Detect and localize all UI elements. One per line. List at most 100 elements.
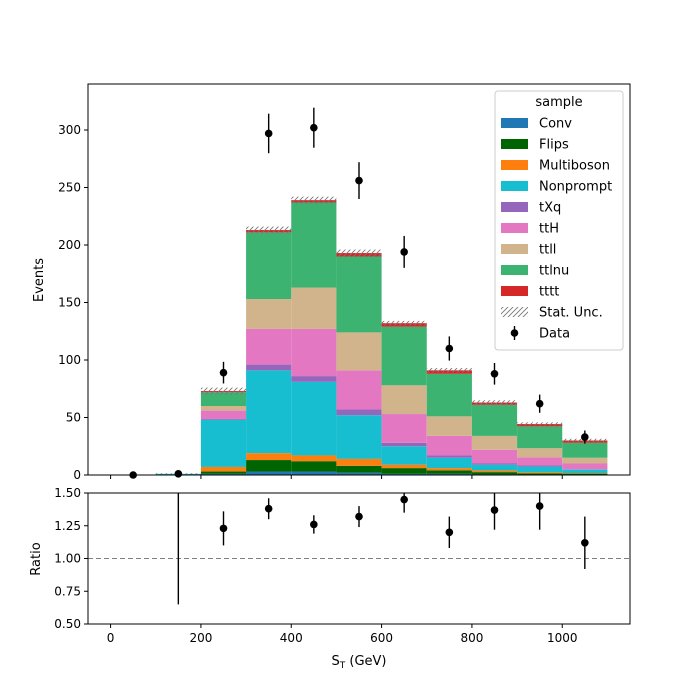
bar-ttll-bin-3 bbox=[246, 299, 292, 329]
main-ytick-label-250: 250 bbox=[58, 181, 81, 195]
bar-txq-bin-2 bbox=[200, 418, 247, 420]
bar-ttlnu-bin-3 bbox=[246, 232, 292, 300]
bar-tth-bin-8 bbox=[471, 449, 518, 464]
ratio-xtick-label-0: 0 bbox=[107, 631, 115, 645]
ratio-ytick-label-0: 0.50 bbox=[54, 617, 81, 631]
ratio-xtick-label-600: 600 bbox=[370, 631, 393, 645]
x-axis-label-main: S bbox=[331, 654, 339, 669]
bar-conv-bin-7 bbox=[426, 473, 472, 475]
ratio-point-3 bbox=[310, 520, 318, 529]
data-point-2 bbox=[219, 368, 228, 377]
legend-label-flips: Flips bbox=[539, 138, 569, 153]
bar-ttll-bin-7 bbox=[426, 416, 472, 436]
legend: sample Conv Flips Multiboson Nonprompt tXq ttH… bbox=[494, 90, 624, 351]
bar-ttlnu-bin-8 bbox=[471, 404, 518, 436]
ratio-point-5 bbox=[400, 495, 408, 504]
bar-ttlnu-bin-5 bbox=[336, 256, 382, 333]
legend-swatch-tth bbox=[501, 223, 528, 233]
ratio-xtick-label-400: 400 bbox=[280, 631, 303, 645]
main-ytick-label-300: 300 bbox=[58, 123, 81, 137]
bar-nonprompt-bin-4 bbox=[291, 381, 337, 456]
main-y-axis-label: Events bbox=[32, 258, 47, 302]
legend-swatch-txq bbox=[501, 202, 528, 212]
bar-nonprompt-bin-6 bbox=[381, 446, 427, 465]
bar-multiboson-bin-7 bbox=[426, 468, 472, 471]
bar-ttlnu-bin-2 bbox=[200, 392, 247, 406]
bar-ttlnu-bin-10 bbox=[562, 442, 608, 458]
ratio-point-2 bbox=[264, 504, 273, 513]
data-point-5 bbox=[355, 176, 363, 185]
bar-tth-bin-5 bbox=[336, 370, 382, 410]
main-ytick-label-0: 0 bbox=[73, 468, 81, 482]
main-ytick-label-200: 200 bbox=[58, 238, 81, 252]
bar-ttll-bin-5 bbox=[336, 332, 382, 371]
legend-label-stat-unc: Stat. Unc. bbox=[539, 306, 603, 321]
bar-flips-bin-2 bbox=[200, 471, 247, 474]
main-ytick-label-150: 150 bbox=[58, 296, 81, 310]
ratio-point-6 bbox=[445, 528, 454, 537]
bar-multiboson-bin-2 bbox=[200, 466, 247, 472]
bar-nonprompt-bin-5 bbox=[336, 415, 382, 459]
legend-label-conv: Conv bbox=[539, 117, 572, 132]
x-axis-label: ST (GeV) bbox=[331, 654, 386, 671]
data-point-7 bbox=[445, 344, 454, 353]
bar-nonprompt-bin-9 bbox=[517, 466, 563, 473]
legend-swatch-multiboson bbox=[501, 160, 528, 170]
bar-ttll-bin-6 bbox=[381, 385, 427, 415]
legend-label-txq: tXq bbox=[539, 201, 561, 216]
bar-tth-bin-9 bbox=[517, 457, 563, 466]
stat-unc-bin-6 bbox=[381, 320, 427, 326]
data-points bbox=[129, 107, 589, 479]
bar-multiboson-bin-3 bbox=[246, 453, 292, 461]
bar-tth-bin-7 bbox=[426, 435, 472, 456]
legend-label-data: Data bbox=[539, 327, 570, 342]
main-x-ticks bbox=[110, 475, 563, 479]
stat-unc-bin-3 bbox=[246, 226, 292, 234]
bar-nonprompt-bin-8 bbox=[471, 464, 518, 471]
data-point-8 bbox=[490, 370, 499, 378]
ratio-y-ticks: 0.50 0.75 1.00 1.25 1.50 bbox=[54, 486, 88, 631]
bar-nonprompt-bin-3 bbox=[246, 370, 292, 454]
bar-flips-bin-5 bbox=[336, 465, 382, 473]
bar-nonprompt-bin-2 bbox=[200, 419, 247, 467]
bar-flips-bin-9 bbox=[517, 473, 563, 475]
bar-txq-bin-6 bbox=[381, 442, 427, 447]
bar-flips-bin-6 bbox=[381, 468, 427, 474]
ratio-y-axis-label: Ratio bbox=[29, 542, 44, 575]
bar-tth-bin-4 bbox=[291, 328, 337, 377]
data-point-4 bbox=[310, 123, 318, 132]
legend-swatch-ttlnu bbox=[501, 265, 528, 275]
bar-multiboson-bin-4 bbox=[291, 455, 337, 462]
bar-txq-bin-5 bbox=[336, 409, 382, 416]
bar-conv-bin-5 bbox=[336, 472, 382, 475]
data-point-1 bbox=[174, 470, 183, 478]
legend-swatch-ttll bbox=[501, 244, 528, 254]
data-point-10 bbox=[581, 433, 589, 441]
bar-multiboson-bin-10 bbox=[562, 473, 608, 474]
bar-ttll-bin-10 bbox=[562, 457, 608, 464]
bar-txq-bin-8 bbox=[471, 463, 518, 465]
bar-tth-bin-3 bbox=[246, 328, 292, 365]
bar-flips-bin-3 bbox=[246, 460, 292, 472]
legend-title: sample bbox=[535, 95, 582, 110]
ratio-x-ticks: 0 200 400 600 800 1000 bbox=[107, 624, 578, 645]
ratio-ytick-label-3: 1.25 bbox=[54, 519, 81, 533]
bar-ttlnu-bin-4 bbox=[291, 202, 337, 288]
legend-swatch-flips bbox=[501, 139, 528, 149]
main-panel: 0 50 100 150 200 250 300 Events sample Conv Flip… bbox=[32, 83, 631, 482]
ratio-xtick-label-800: 800 bbox=[460, 631, 483, 645]
data-point-3 bbox=[264, 129, 273, 138]
bar-ttlnu-bin-6 bbox=[381, 326, 427, 386]
legend-label-tth: ttH bbox=[539, 222, 559, 237]
legend-swatch-nonprompt bbox=[501, 181, 528, 191]
bar-tth-bin-10 bbox=[562, 463, 608, 470]
bar-flips-bin-7 bbox=[426, 470, 472, 474]
main-axes-frame bbox=[87, 83, 631, 476]
legend-data-marker bbox=[510, 329, 519, 337]
bar-tth-bin-6 bbox=[381, 414, 427, 443]
bar-flips-bin-4 bbox=[291, 461, 337, 472]
ratio-ytick-label-2: 1.00 bbox=[54, 552, 81, 566]
bar-flips-bin-10 bbox=[562, 473, 608, 475]
bar-multiboson-bin-8 bbox=[471, 470, 518, 473]
